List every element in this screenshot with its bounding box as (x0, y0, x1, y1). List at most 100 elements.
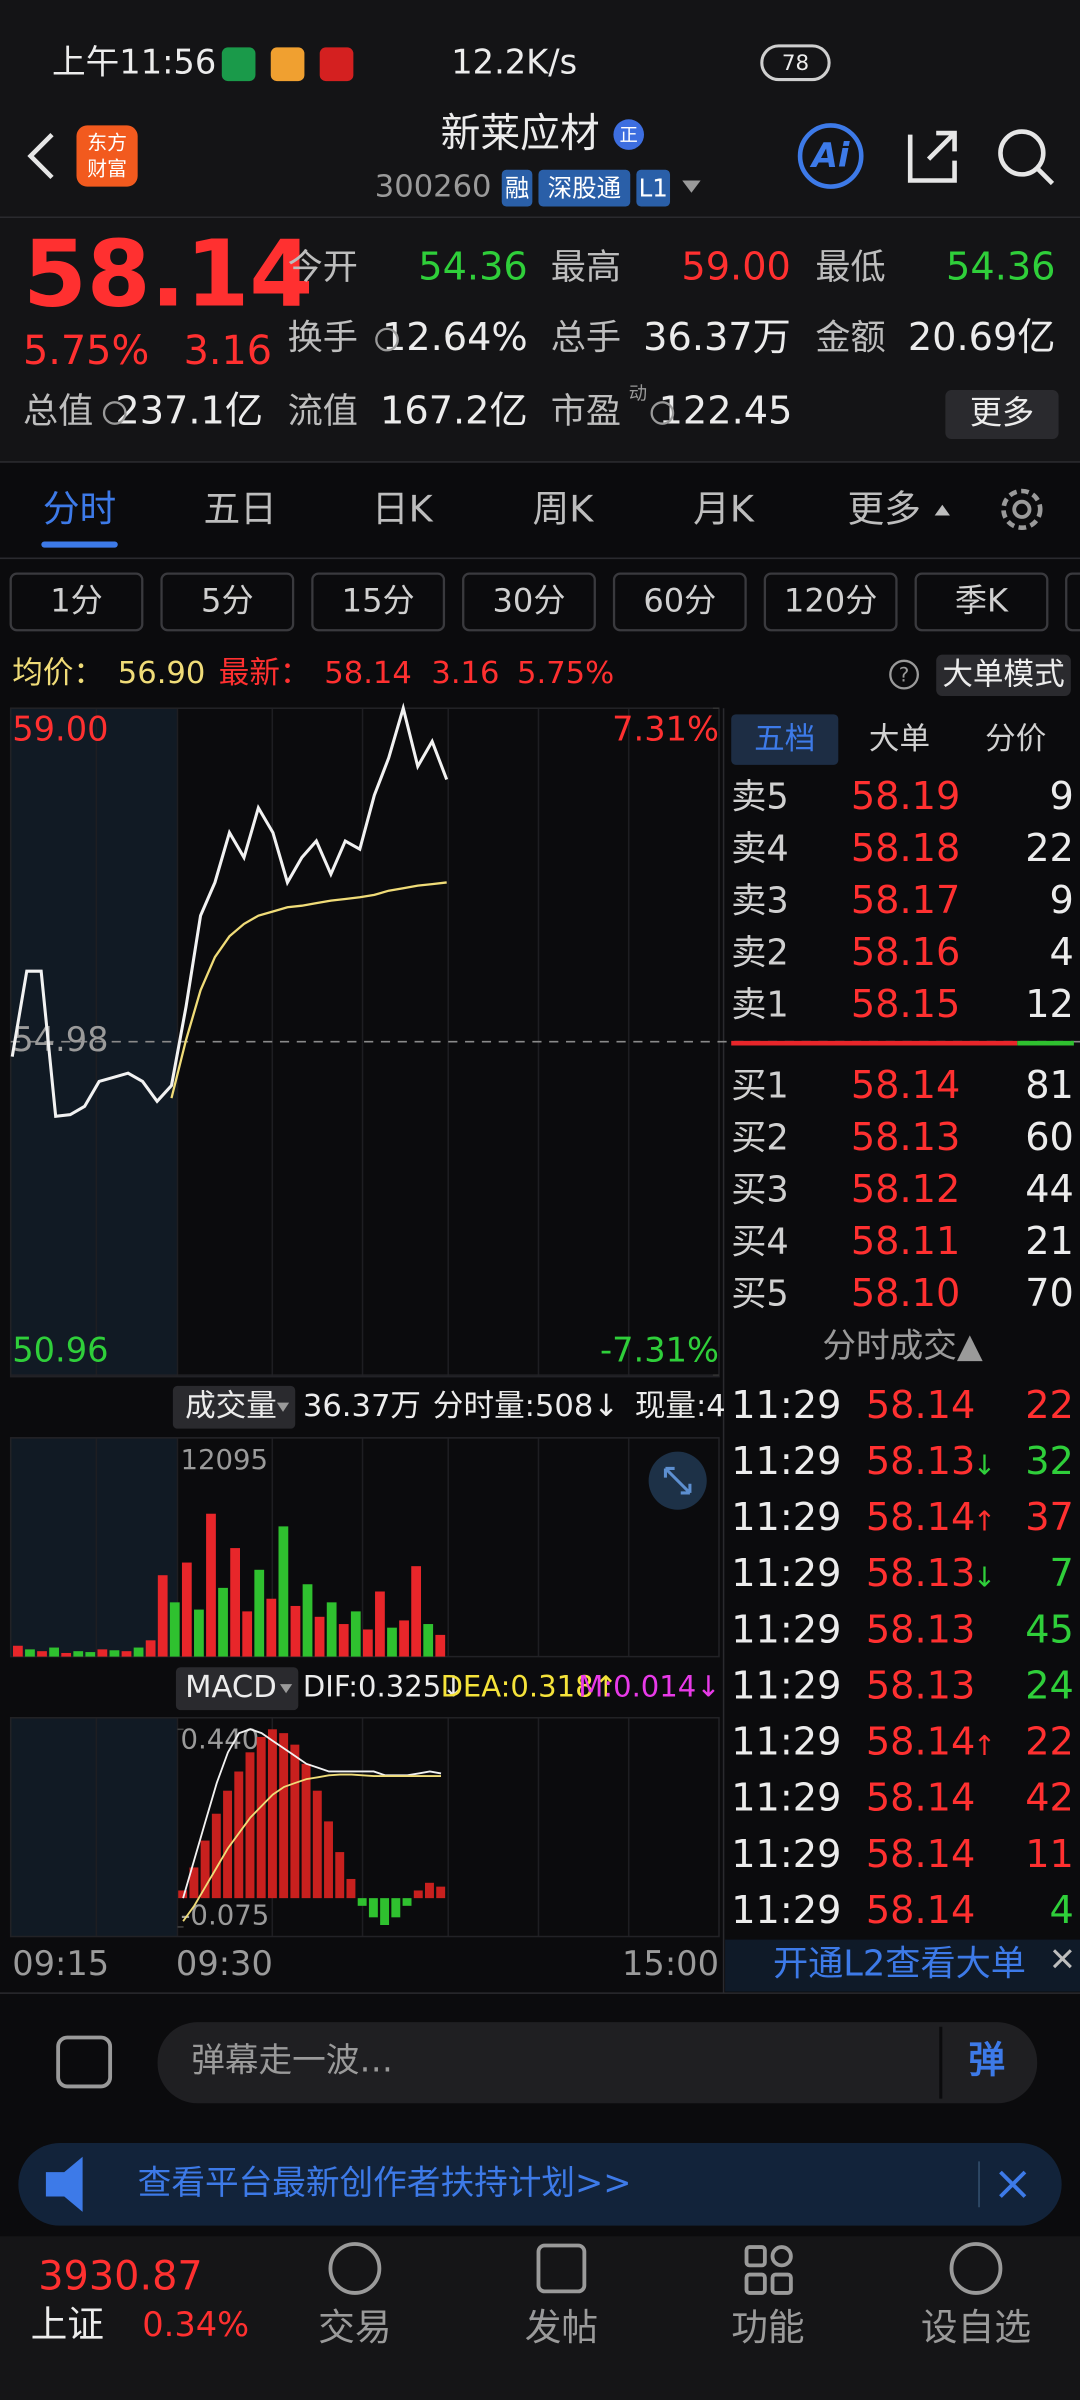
trade-volume: 24 (1025, 1664, 1074, 1708)
index-pct: 0.34% (142, 2305, 249, 2344)
field-value: 122.45 (659, 390, 793, 434)
macd-bar (256, 1736, 266, 1899)
level-label: 卖5 (731, 776, 789, 817)
volume-bar (302, 1584, 313, 1657)
nav-item[interactable]: 交易 (318, 2306, 391, 2349)
period-button[interactable] (763, 572, 898, 632)
period-button[interactable] (160, 572, 295, 632)
level-price: 58.16 (851, 931, 960, 975)
banner-text[interactable]: 查看平台最新创作者扶持计划>> (138, 2163, 632, 2202)
period-label: 1分 (50, 582, 103, 620)
indicator-select[interactable] (172, 1385, 296, 1429)
field-value: 20.69亿 (908, 316, 1056, 360)
volume-bar (169, 1602, 180, 1657)
field-value: 54.36 (418, 246, 527, 290)
trades-title: 分时成交▲ (822, 1326, 983, 1365)
nav-item[interactable]: 功能 (731, 2306, 804, 2349)
badge-text: 正 (620, 125, 638, 146)
level-price: 58.14 (851, 1064, 960, 1108)
macd-bar (312, 1790, 322, 1899)
mode-button[interactable] (936, 654, 1071, 696)
tab[interactable]: 分时 (43, 487, 116, 530)
nav-icon (744, 2245, 767, 2268)
volume-bar (362, 1629, 373, 1657)
trade-price: 58.14 (866, 1496, 975, 1540)
nav-item[interactable]: 设自选 (921, 2306, 1031, 2349)
banner-bg[interactable] (18, 2143, 1062, 2226)
tab[interactable]: 周K (533, 487, 595, 530)
macd-bar (436, 1886, 446, 1899)
trade-volume: 11 (1025, 1833, 1074, 1877)
volume-bar (411, 1566, 422, 1657)
nav-icon (770, 2272, 793, 2295)
close-button[interactable] (999, 2170, 1027, 2198)
period-label: 5分 (201, 582, 254, 620)
period-button[interactable] (914, 572, 1049, 632)
macd-bar (391, 1898, 401, 1918)
indicator-name: 成交量 (185, 1389, 277, 1424)
period-label: 季K (955, 582, 1009, 620)
nav-icon (949, 2242, 1003, 2295)
tab[interactable]: 五日 (203, 487, 276, 530)
logo-text: 东方 (87, 131, 127, 154)
danmu-button[interactable]: 弹 (968, 2038, 1005, 2081)
volume-bar (278, 1526, 289, 1657)
plot-frame (9, 1717, 720, 1938)
tag: 深股通 (548, 174, 621, 203)
volume-bar (194, 1609, 204, 1657)
indicator-select[interactable] (175, 1667, 299, 1711)
y-tick-label: -0.075 (181, 1900, 270, 1932)
level-label: 买2 (731, 1118, 789, 1159)
period-button[interactable] (462, 572, 596, 632)
period-button[interactable] (1065, 572, 1080, 632)
share-button[interactable] (907, 130, 957, 183)
back-button[interactable] (27, 132, 54, 180)
volume-bar (254, 1569, 265, 1657)
volume-bar (145, 1640, 156, 1657)
more-button[interactable] (945, 390, 1059, 440)
book-tab[interactable]: 分价 (985, 722, 1046, 757)
trade-price: 58.13 (866, 1608, 975, 1652)
y2-tick-label: 7.31% (612, 710, 719, 749)
period-button[interactable] (9, 572, 144, 632)
field-label: 流值 (288, 391, 358, 432)
close-button[interactable] (1052, 1949, 1072, 1969)
volume-bar (326, 1602, 337, 1657)
field-label: 总手 (551, 318, 621, 359)
level-price: 58.15 (851, 983, 960, 1027)
l2-bar[interactable] (725, 1939, 1080, 1992)
ai-button[interactable] (797, 123, 864, 189)
tab[interactable]: 日K (372, 487, 434, 530)
comment-icon[interactable] (56, 2035, 113, 2089)
info-icon (650, 401, 675, 425)
book-tab[interactable]: 大单 (869, 722, 930, 757)
field-label: 最低 (815, 247, 885, 288)
field-value: 237.1亿 (115, 390, 263, 434)
settings-button[interactable] (1001, 488, 1043, 531)
nav-item[interactable]: 发帖 (525, 2306, 598, 2349)
trade-price: 58.14 (866, 1777, 975, 1821)
indicator-name: MACD (185, 1670, 277, 1705)
level-price: 58.13 (851, 1116, 960, 1160)
level-volume: 4 (1050, 931, 1074, 975)
macd-bar (380, 1898, 390, 1926)
macd-bar (402, 1898, 412, 1906)
comment-input[interactable] (157, 2022, 1038, 2104)
volume-bar (206, 1513, 216, 1657)
level-label: 卖2 (731, 932, 789, 973)
trade-time: 11:29 (731, 1721, 841, 1765)
period-button[interactable] (311, 572, 446, 632)
book-tab[interactable]: 五档 (754, 722, 815, 757)
volume-bar (13, 1645, 23, 1657)
volume-bar (133, 1647, 144, 1657)
nav-icon (770, 2245, 793, 2268)
volume-bar (121, 1651, 132, 1657)
volume-bar (350, 1611, 361, 1657)
period-button[interactable] (612, 572, 747, 632)
nav-icon (536, 2243, 587, 2294)
trade-arrow: ↓ (973, 1449, 996, 1481)
tab[interactable]: 月K (693, 487, 755, 530)
dea-label: DEA:0.318↑ (441, 1670, 618, 1704)
tab[interactable]: 更多 (847, 487, 920, 530)
search-button[interactable] (998, 129, 1046, 177)
